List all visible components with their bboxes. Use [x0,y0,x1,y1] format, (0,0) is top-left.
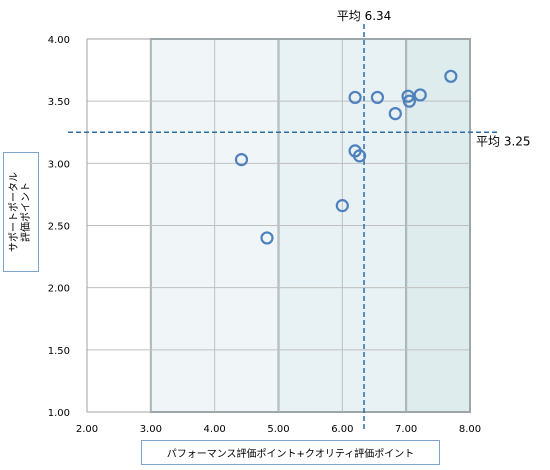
x-axis-label-box: パフォーマンス評価ポイント+クオリティ評価ポイント [141,440,440,465]
y-tick-label: 4.00 [48,35,70,46]
data-point-5 [352,149,367,163]
x-tick-label: 8.00 [459,424,481,435]
data-points [234,69,458,245]
x-tick-labels: 2.00 3.00 4.00 5.00 6.00 7.00 8.00 [76,424,481,435]
data-point-3 [335,199,349,213]
data-point-2 [260,231,274,245]
y-tick-label: 2.00 [48,284,70,295]
data-point-6 [348,90,362,105]
x-axis-label: パフォーマンス評価ポイント+クオリティ評価ポイント [166,449,415,460]
y-tick-label: 1.00 [48,408,70,419]
data-point-8 [388,106,402,121]
y-tick-label: 3.00 [48,159,70,170]
x-tick-label: 5.00 [267,424,289,435]
data-point-7 [370,90,385,105]
y-tick-labels: 1.00 1.50 2.00 2.50 3.00 3.50 4.00 [48,35,70,419]
x-tick-label: 2.00 [76,424,98,435]
data-point-1 [234,153,249,167]
y-axis-label-box: サポートポータル 評価ポイント [3,152,39,272]
data-point-11 [413,88,427,102]
x-tick-label: 6.00 [331,424,353,435]
y-tick-label: 3.50 [48,97,70,108]
x-tick-label: 3.00 [140,424,162,435]
x-tick-label: 4.00 [204,424,226,435]
x-average-label: 平均 6.34 [337,9,392,23]
plot-frame [86,38,471,413]
y-tick-label: 2.50 [48,222,70,233]
y-tick-label: 1.50 [48,346,70,357]
y-axis-label: サポートポータル 評価ポイント [9,172,32,252]
y-average-label: 平均 3.25 [476,134,531,148]
average-lines: 平均 6.34 平均 3.25 [68,9,531,430]
x-tick-label: 7.00 [395,424,417,435]
data-point-10 [402,94,416,108]
data-point-12 [444,69,458,83]
